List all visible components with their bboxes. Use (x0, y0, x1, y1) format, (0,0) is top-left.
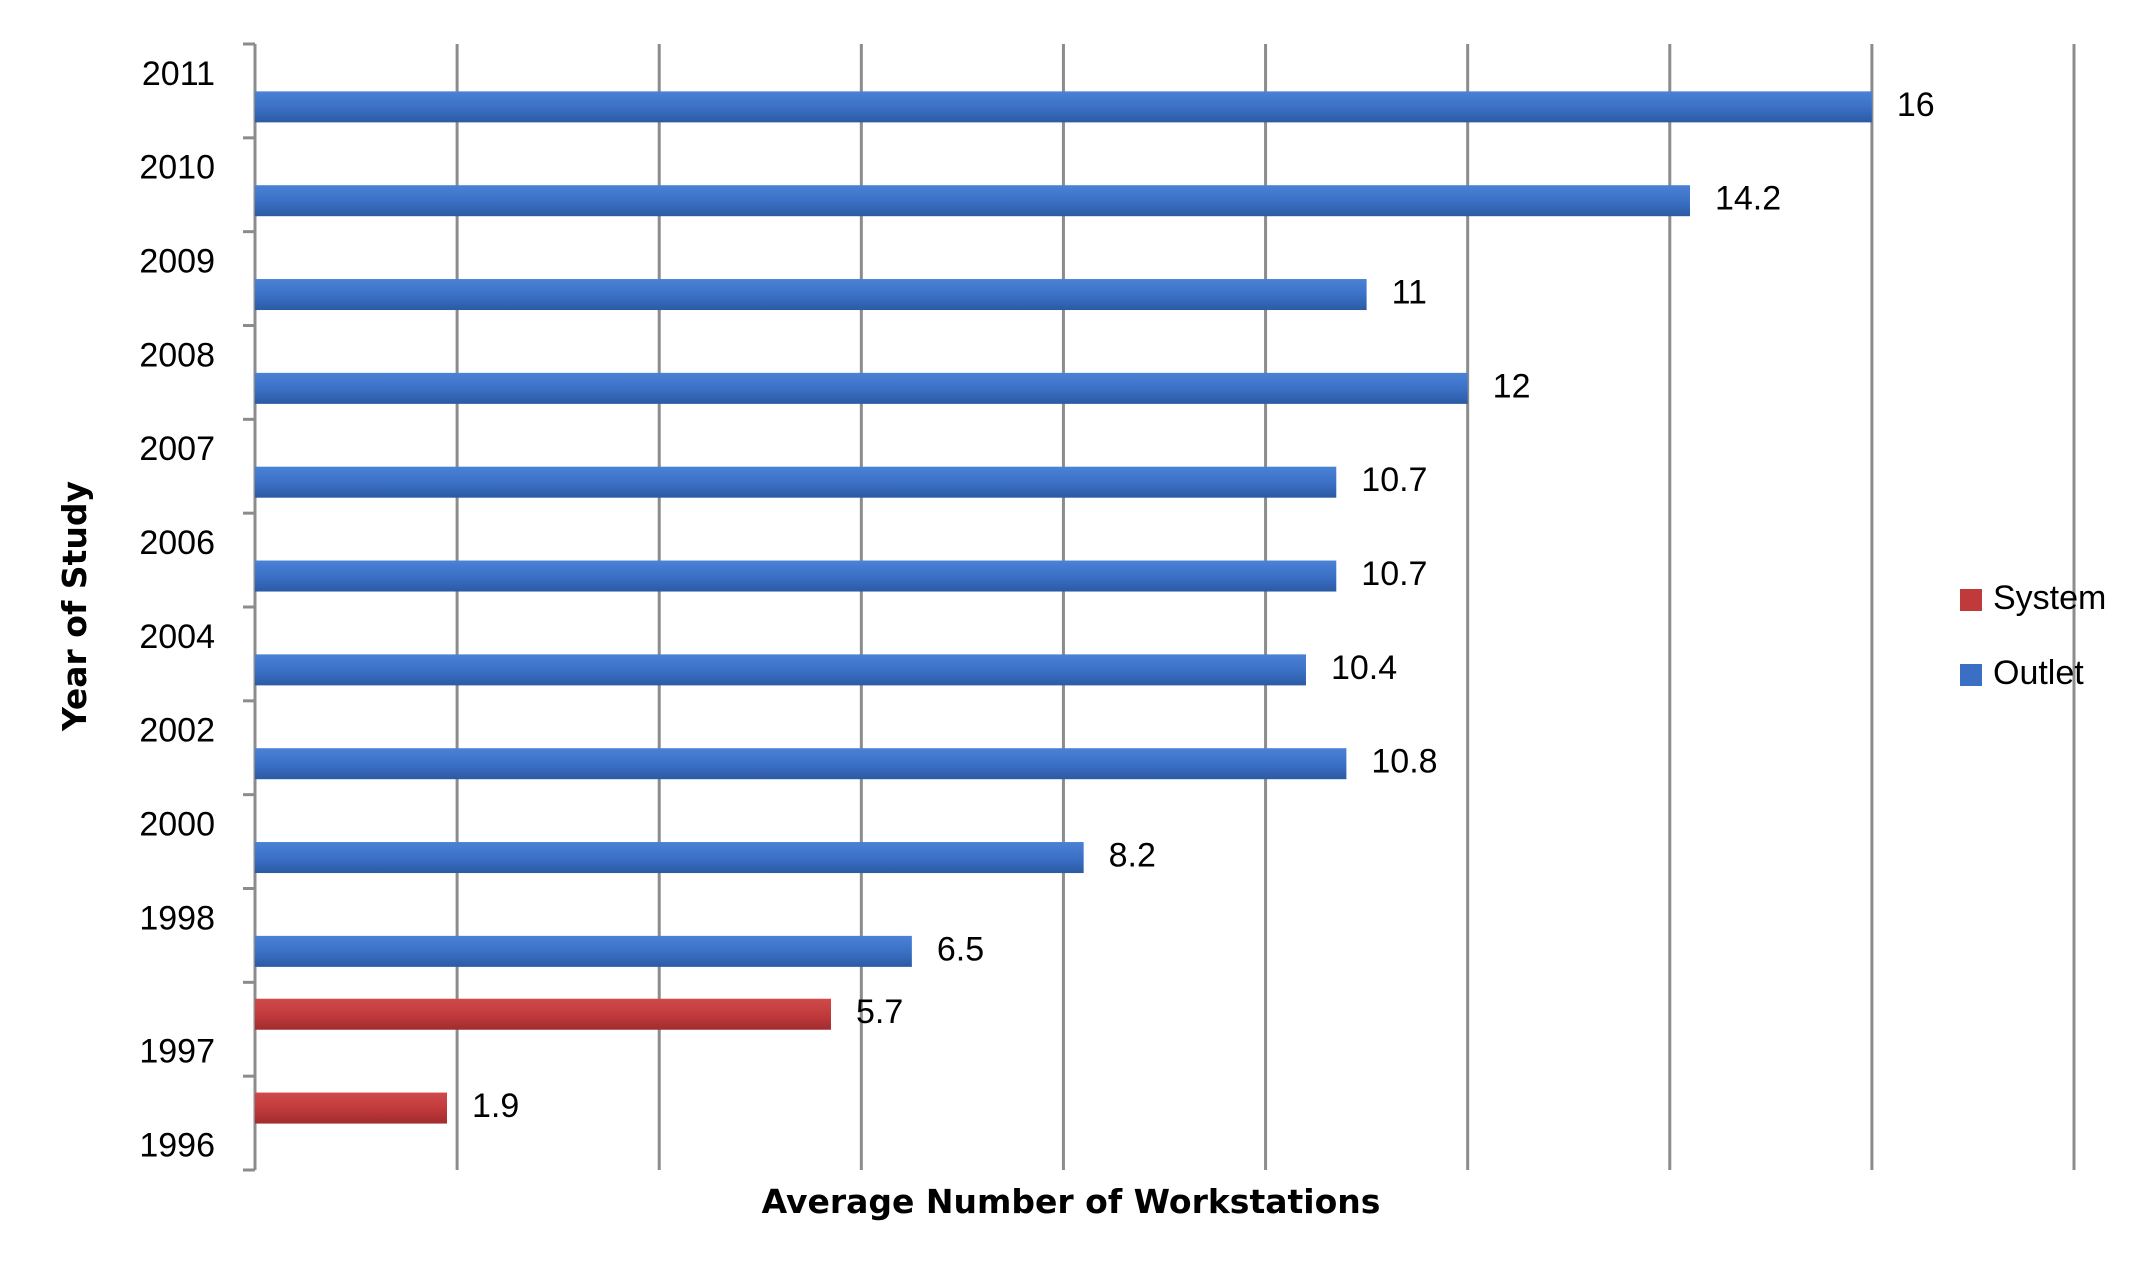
data-label-2004: 10.4 (1331, 649, 1397, 687)
data-label-2006: 10.7 (1361, 555, 1427, 593)
legend-label-outlet: Outlet (1993, 654, 2084, 692)
bars (255, 91, 1872, 1124)
data-label-2000: 8.2 (1109, 837, 1156, 875)
data-label-2007: 10.7 (1361, 461, 1427, 499)
bar-outlet-2010 (255, 185, 1690, 217)
y-tick-label-2011: 2011 (142, 55, 215, 93)
data-labels: 16 14.2 11 12 10.7 10.7 10.4 10.8 8.2 6.5 5.7 1.9 (472, 86, 1935, 1125)
legend-swatch-system (1960, 589, 1982, 611)
data-label-1996: 1.9 (472, 1087, 519, 1125)
data-label-2008: 12 (1493, 367, 1531, 405)
bar-outlet-2009 (255, 279, 1367, 311)
y-tick-label-2007: 2007 (139, 430, 215, 468)
bar-outlet-2008 (255, 372, 1468, 404)
data-label-1997: 5.7 (856, 993, 903, 1031)
y-tick-label-2000: 2000 (139, 806, 215, 844)
y-tick-label-1996: 1996 (139, 1126, 215, 1164)
y-tick-labels: 2011 2010 2009 2008 2007 2006 2004 2002 2000 1998… (139, 55, 215, 1165)
bar-outlet-2000 (255, 842, 1084, 874)
legend-swatch-outlet (1960, 664, 1982, 686)
gridlines (455, 44, 2076, 1170)
bar-system-1997 (255, 998, 832, 1030)
y-tick-label-2010: 2010 (139, 149, 215, 187)
legend-label-system: System (1993, 579, 2106, 617)
data-label-1998: 6.5 (937, 930, 984, 968)
data-label-2002: 10.8 (1371, 743, 1437, 781)
bar-outlet-2011 (255, 91, 1872, 123)
y-axis (243, 42, 257, 1172)
data-label-2009: 11 (1392, 274, 1427, 312)
bar-outlet-1998 (255, 935, 912, 967)
bar-system-1996 (255, 1092, 448, 1124)
data-label-2011: 16 (1897, 86, 1935, 124)
bar-outlet-2002 (255, 748, 1347, 780)
y-tick-label-2008: 2008 (139, 336, 215, 374)
y-tick-label-2002: 2002 (139, 712, 215, 750)
y-tick-label-2009: 2009 (139, 243, 215, 281)
x-axis-title: Average Number of Workstations (762, 1182, 1381, 1221)
y-axis-title: Year of Study (55, 481, 94, 732)
y-tick-label-2004: 2004 (139, 618, 215, 656)
data-label-2010: 14.2 (1715, 180, 1781, 218)
bar-outlet-2004 (255, 654, 1306, 686)
bar-outlet-2007 (255, 466, 1337, 498)
y-tick-label-2006: 2006 (139, 524, 215, 562)
bar-outlet-2006 (255, 560, 1337, 592)
y-tick-label-1997: 1997 (139, 1033, 215, 1071)
y-tick-label-1998: 1998 (139, 899, 215, 937)
legend: System Outlet (1960, 579, 2106, 692)
